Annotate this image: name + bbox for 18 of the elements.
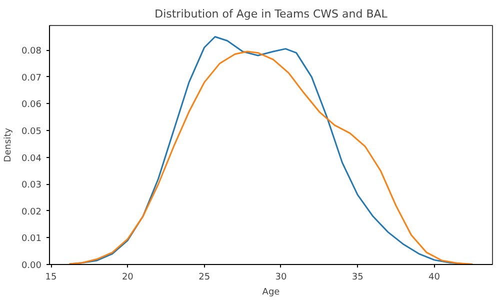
x-tick-label: 40 [428, 272, 440, 282]
x-tick-label: 20 [122, 272, 134, 282]
x-tick-label: 15 [45, 272, 57, 282]
y-tick-label: 0.07 [21, 73, 42, 84]
y-tick-label: 0.04 [21, 154, 42, 164]
y-tick-label: 0.02 [21, 207, 42, 218]
y-tick-label: 0.01 [21, 234, 42, 244]
x-tick-label: 30 [275, 272, 287, 282]
x-tick-label: 25 [198, 272, 210, 282]
y-tick-label: 0.03 [21, 180, 42, 191]
y-tick-label: 0.05 [21, 127, 42, 138]
y-tick-label: 0.06 [21, 100, 42, 110]
x-axis-title: Age [262, 288, 280, 298]
x-tick-label: 35 [352, 272, 364, 282]
y-tick-label: 0.08 [21, 46, 42, 57]
y-axis-title: Density [3, 127, 14, 162]
y-tick-label: 0.00 [21, 261, 42, 271]
chart-title: Distribution of Age in Teams CWS and BAL [154, 8, 388, 20]
